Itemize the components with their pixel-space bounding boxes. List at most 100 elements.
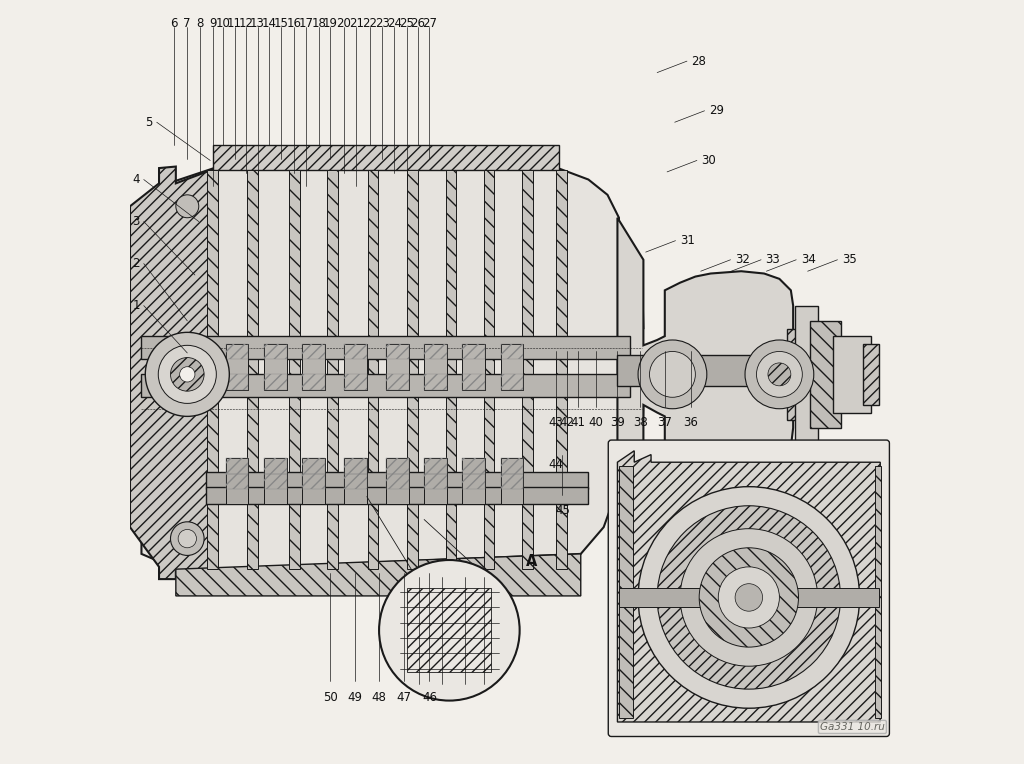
Bar	[225, 344, 249, 359]
Circle shape	[379, 560, 519, 701]
Text: 25: 25	[399, 17, 414, 30]
Polygon shape	[130, 167, 213, 579]
Bar	[618, 588, 879, 607]
Bar	[225, 344, 249, 390]
Bar	[302, 474, 325, 489]
Text: 50: 50	[323, 691, 338, 704]
Bar	[424, 458, 447, 474]
Bar	[302, 374, 325, 390]
Bar	[247, 170, 258, 569]
Text: 31: 31	[680, 234, 695, 248]
Bar	[787, 329, 810, 420]
Bar	[483, 170, 495, 569]
Text: 3: 3	[132, 215, 139, 228]
Text: 17: 17	[299, 17, 314, 30]
Circle shape	[159, 345, 216, 403]
Bar	[833, 336, 871, 413]
Bar	[289, 170, 300, 569]
Circle shape	[638, 487, 859, 708]
Text: 23: 23	[375, 17, 389, 30]
Polygon shape	[213, 145, 559, 170]
Text: 8: 8	[197, 17, 204, 30]
Bar	[368, 170, 378, 569]
Circle shape	[179, 367, 195, 382]
Text: 27: 27	[422, 17, 437, 30]
Bar	[501, 474, 523, 489]
Text: 15: 15	[273, 17, 289, 30]
Bar	[501, 344, 523, 390]
Circle shape	[718, 567, 779, 628]
Bar	[207, 487, 589, 504]
Bar	[225, 458, 249, 504]
Bar	[424, 374, 447, 390]
Bar	[463, 474, 485, 489]
Bar	[264, 344, 287, 390]
Text: 40: 40	[589, 416, 603, 429]
Text: 29: 29	[709, 104, 724, 118]
Bar	[225, 458, 249, 474]
Text: 48: 48	[372, 691, 386, 704]
Circle shape	[145, 332, 229, 416]
Text: 7: 7	[183, 17, 190, 30]
Circle shape	[757, 351, 803, 397]
Bar	[264, 458, 287, 504]
Bar	[302, 458, 325, 504]
Text: Ga331 10.ru: Ga331 10.ru	[820, 722, 885, 732]
Circle shape	[176, 195, 199, 218]
Bar	[302, 344, 325, 390]
Bar	[501, 374, 523, 390]
Text: 45: 45	[555, 504, 570, 517]
Bar	[386, 458, 409, 504]
Text: 30: 30	[701, 154, 716, 167]
Circle shape	[170, 522, 204, 555]
Circle shape	[745, 340, 814, 409]
Bar	[463, 344, 485, 359]
Text: 13: 13	[250, 17, 265, 30]
Bar	[445, 170, 457, 569]
Bar	[424, 344, 447, 390]
Circle shape	[680, 529, 817, 666]
Text: 39: 39	[610, 416, 625, 429]
Bar	[501, 458, 523, 474]
Bar	[141, 336, 631, 359]
Text: A: A	[525, 554, 538, 569]
Text: 10: 10	[216, 17, 230, 30]
Bar	[386, 374, 409, 390]
Text: 2: 2	[132, 257, 140, 270]
Bar	[463, 374, 485, 390]
Bar	[344, 344, 367, 390]
Polygon shape	[141, 168, 643, 569]
Bar	[424, 458, 447, 504]
Text: 22: 22	[362, 17, 378, 30]
Polygon shape	[617, 218, 794, 508]
Circle shape	[768, 363, 791, 386]
Text: 21: 21	[348, 17, 364, 30]
Bar	[463, 344, 485, 390]
Bar	[225, 374, 249, 390]
Bar	[264, 458, 287, 474]
Text: 49: 49	[347, 691, 362, 704]
Bar	[408, 170, 418, 569]
Bar	[207, 170, 218, 569]
Circle shape	[638, 340, 707, 409]
Circle shape	[735, 584, 763, 611]
Bar	[618, 466, 633, 718]
Bar	[344, 344, 367, 359]
Bar	[522, 170, 532, 569]
FancyBboxPatch shape	[608, 440, 890, 736]
Bar	[501, 344, 523, 359]
Text: 19: 19	[323, 17, 338, 30]
Bar	[344, 458, 367, 504]
Text: 47: 47	[396, 691, 411, 704]
Text: 46: 46	[422, 691, 437, 704]
Circle shape	[699, 548, 799, 647]
Bar	[264, 344, 287, 359]
Text: 6: 6	[171, 17, 178, 30]
Bar	[344, 474, 367, 489]
Bar	[501, 458, 523, 504]
Bar	[386, 344, 409, 390]
Bar	[386, 344, 409, 359]
Text: 20: 20	[337, 17, 351, 30]
Bar	[264, 374, 287, 390]
Text: 35: 35	[842, 253, 857, 267]
